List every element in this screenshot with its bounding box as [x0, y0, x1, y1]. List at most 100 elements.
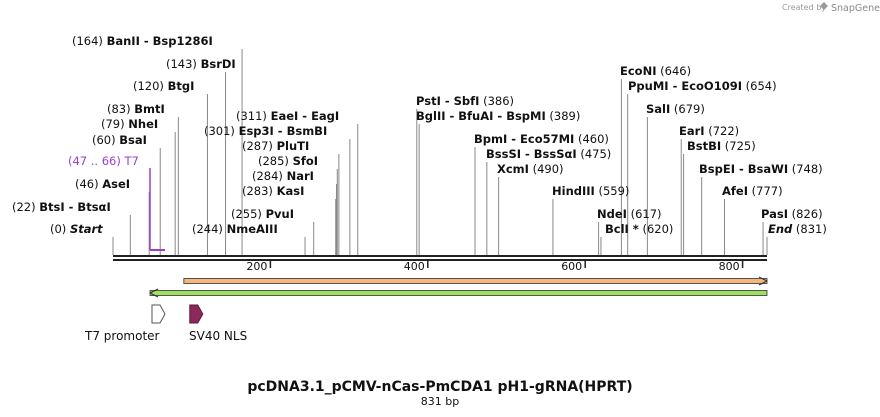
site-position: (725) [721, 139, 756, 153]
site-lines [112, 49, 768, 255]
credit-brand: SnapGene [831, 3, 880, 14]
site-label: (83) BmtI [107, 102, 165, 116]
site-name: EcoNI [620, 64, 656, 78]
site-label: End (831) [768, 222, 827, 236]
site-name: AfeI [722, 184, 748, 198]
site-label: EarI (722) [679, 124, 739, 138]
site-name: BmtI [134, 102, 165, 116]
site-position: (460) [574, 132, 609, 146]
site-name: PasI [761, 207, 788, 221]
site-name: NdeI [597, 207, 627, 221]
site-label: BglII - BfuAI - BspMI (389) [416, 109, 580, 123]
site-position: (22) [12, 200, 39, 214]
site-label: (164) BanII - Bsp1286I [72, 34, 213, 48]
site-name: AseI [102, 177, 130, 191]
site-label: (46) AseI [75, 177, 130, 191]
feature-arrow [151, 304, 166, 324]
site-position: (490) [529, 162, 564, 176]
primer-name: T7 [124, 154, 139, 168]
site-position: (620) [639, 222, 674, 236]
site-name: NarI [287, 169, 314, 183]
site-name: PpuMI - EcoO109I [628, 79, 742, 93]
site-position: (120) [133, 79, 168, 93]
credit-prefix: Created by [782, 3, 826, 12]
site-position: (777) [748, 184, 783, 198]
site-label: EcoNI (646) [620, 64, 691, 78]
site-label: BpmI - Eco57MI (460) [474, 132, 609, 146]
site-name: KasI [277, 184, 305, 198]
primer-label: (47 .. 66) T7 [68, 154, 139, 168]
feature-arrow [189, 304, 204, 324]
site-position: (284) [252, 169, 287, 183]
site-label: XcmI (490) [497, 162, 564, 176]
site-position: (255) [231, 207, 266, 221]
site-name: End [768, 222, 793, 236]
ruler-tick-label: 600 [561, 260, 582, 273]
site-label: (311) EaeI - EagI [236, 109, 339, 123]
site-labels: (0) Start (22) BtsI - BtsαI (46) AseI (60) … [12, 34, 827, 236]
site-name: PluTI [277, 139, 310, 153]
site-name: BtsI - BtsαI [39, 200, 110, 214]
site-label: NdeI (617) [597, 207, 662, 221]
site-label: SalI (679) [646, 102, 705, 116]
site-label: (285) SfoI [258, 154, 318, 168]
site-label: BspEI - BsaWI (748) [699, 162, 823, 176]
orf-arrowhead [758, 276, 768, 286]
site-label: (284) NarI [252, 169, 314, 183]
site-position: (60) [92, 133, 119, 147]
site-label: (283) KasI [242, 184, 304, 198]
site-position: (164) [72, 34, 107, 48]
ruler: 200 400 600 800 [246, 260, 744, 273]
site-position: (722) [705, 124, 740, 138]
site-name: NheI [128, 117, 158, 131]
site-label: (120) BtgI [133, 79, 194, 93]
ruler-tick-label: 800 [719, 260, 740, 273]
site-name: PvuI [266, 207, 294, 221]
site-position: (475) [577, 147, 612, 161]
site-label: (0) Start [50, 222, 103, 236]
site-name: SfoI [293, 154, 318, 168]
feature-label: SV40 NLS [189, 329, 247, 343]
site-name: BglII - BfuAI - BspMI [416, 109, 546, 123]
site-label: PasI (826) [761, 207, 823, 221]
ruler-tick-label: 400 [404, 260, 425, 273]
site-position: (679) [670, 102, 705, 116]
site-label: (143) BsrDI [166, 57, 236, 71]
site-label: (255) PvuI [231, 207, 294, 221]
site-label: AfeI (777) [722, 184, 783, 198]
site-name: EarI [679, 124, 705, 138]
site-position: (826) [788, 207, 823, 221]
orf-arrow [183, 278, 768, 284]
site-label: BstBI (725) [687, 139, 756, 153]
site-position: (831) [792, 222, 827, 236]
site-position: (748) [788, 162, 823, 176]
site-label: (60) BsaI [92, 133, 147, 147]
site-name: BanII - Bsp1286I [107, 34, 213, 48]
site-name: Start [70, 222, 103, 236]
site-position: (311) [236, 109, 271, 123]
site-label: (22) BtsI - BtsαI [12, 200, 111, 214]
site-position: (83) [107, 102, 134, 116]
site-name: BtgI [168, 79, 195, 93]
site-position: (285) [258, 154, 293, 168]
orf-arrow [149, 290, 768, 296]
snapgene-logo-icon [820, 2, 828, 10]
site-label: PstI - SbfI (386) [416, 94, 514, 108]
site-label: BclI * (620) [605, 222, 673, 236]
orf-arrowhead [149, 288, 159, 298]
site-position: (654) [742, 79, 777, 93]
site-label: (287) PluTI [242, 139, 309, 153]
site-label: (79) NheI [101, 117, 158, 131]
site-name: SalI [646, 102, 670, 116]
site-name: PstI - SbfI [416, 94, 479, 108]
site-position: (79) [101, 117, 128, 131]
site-position: (287) [242, 139, 277, 153]
primer-layer: (47 .. 66) T7 [68, 154, 165, 251]
site-label: PpuMI - EcoO109I (654) [628, 79, 777, 93]
site-label: (244) NmeAIII [192, 222, 278, 236]
site-position: (143) [166, 57, 201, 71]
site-name: BpmI - Eco57MI [474, 132, 574, 146]
site-label: HindIII (559) [552, 184, 629, 198]
primer-position: (47 .. 66) [68, 154, 125, 168]
site-name: Esp3I - BsmBI [239, 124, 328, 138]
